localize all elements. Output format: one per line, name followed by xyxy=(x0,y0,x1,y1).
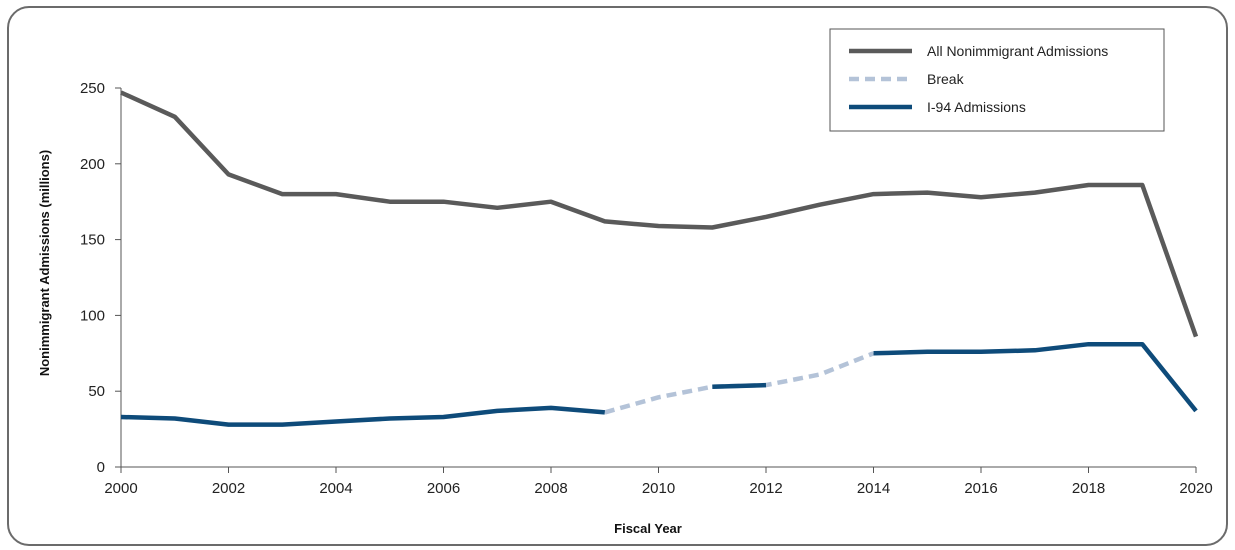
x-tick-label: 2004 xyxy=(319,480,352,497)
x-axis-ticks: 2000 2002 2004 2006 2008 2010 2012 2014 2016 2018… xyxy=(104,467,1213,497)
y-axis-label: Nonimmigrant Admissions (millions) xyxy=(37,150,52,376)
x-tick-label: 2010 xyxy=(642,480,675,497)
y-tick-label: 200 xyxy=(80,156,105,173)
series-lines xyxy=(120,90,1199,427)
y-tick-label: 0 xyxy=(97,459,105,476)
y-tick-label: 250 xyxy=(80,80,105,97)
x-axis-label: Fiscal Year xyxy=(614,521,682,536)
y-tick-label: 100 xyxy=(80,307,105,324)
series-line-2 xyxy=(712,382,767,389)
legend: All Nonimmigrant Admissions Break I-94 Adm… xyxy=(829,28,1165,132)
x-tick-label: 2000 xyxy=(104,480,137,497)
y-tick-label: 50 xyxy=(88,383,105,400)
y-tick-label: 150 xyxy=(80,232,105,249)
chart-frame xyxy=(7,6,1228,546)
legend-label-1: Break xyxy=(927,71,965,87)
series-line-0 xyxy=(120,90,1199,338)
x-tick-label: 2006 xyxy=(427,480,460,497)
x-tick-label: 2018 xyxy=(1072,480,1105,497)
legend-label-2: I-94 Admissions xyxy=(927,99,1026,115)
series-line-2 xyxy=(120,405,605,427)
x-tick-label: 2008 xyxy=(534,480,567,497)
x-tick-label: 2020 xyxy=(1179,480,1212,497)
series-line-1 xyxy=(604,351,875,415)
series-line-2 xyxy=(873,341,1198,413)
x-tick-label: 2014 xyxy=(857,480,890,497)
y-axis-ticks: 0 50 100 150 200 250 xyxy=(80,80,121,476)
legend-label-0: All Nonimmigrant Admissions xyxy=(927,43,1108,59)
x-tick-label: 2002 xyxy=(212,480,245,497)
x-tick-label: 2016 xyxy=(964,480,997,497)
x-tick-label: 2012 xyxy=(749,480,782,497)
axes xyxy=(120,88,1196,468)
